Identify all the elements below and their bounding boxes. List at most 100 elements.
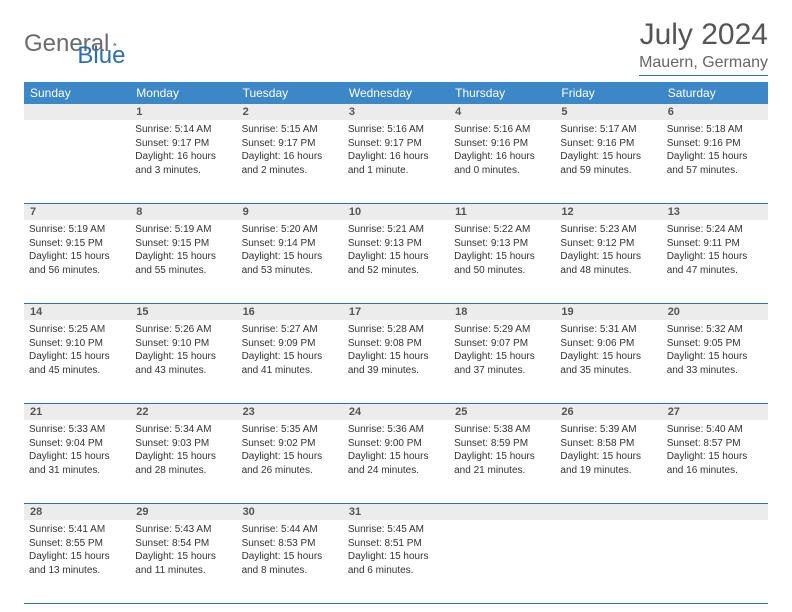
day-number bbox=[662, 504, 768, 520]
sunrise-line: Sunrise: 5:25 AM bbox=[29, 323, 125, 337]
sunrise-line: Sunrise: 5:16 AM bbox=[454, 123, 550, 137]
daylight-line: Daylight: 15 hours and 33 minutes. bbox=[667, 350, 763, 377]
daylight-line: Daylight: 15 hours and 41 minutes. bbox=[242, 350, 338, 377]
weekday-friday: Friday bbox=[555, 82, 661, 104]
daylight-line: Daylight: 15 hours and 39 minutes. bbox=[348, 350, 444, 377]
day-number: 1 bbox=[130, 104, 236, 120]
day-number: 7 bbox=[24, 204, 130, 220]
day-number: 29 bbox=[130, 504, 236, 520]
day-number: 10 bbox=[343, 204, 449, 220]
sunrise-line: Sunrise: 5:19 AM bbox=[29, 223, 125, 237]
daylight-line: Daylight: 15 hours and 50 minutes. bbox=[454, 250, 550, 277]
sunrise-line: Sunrise: 5:20 AM bbox=[242, 223, 338, 237]
daylight-line: Daylight: 15 hours and 45 minutes. bbox=[29, 350, 125, 377]
day-number: 19 bbox=[555, 304, 661, 320]
sunset-line: Sunset: 8:58 PM bbox=[560, 437, 656, 451]
calendar: SundayMondayTuesdayWednesdayThursdayFrid… bbox=[24, 82, 768, 604]
daylight-line: Daylight: 15 hours and 53 minutes. bbox=[242, 250, 338, 277]
day-number: 16 bbox=[237, 304, 343, 320]
daylight-line: Daylight: 15 hours and 13 minutes. bbox=[29, 550, 125, 577]
sunrise-line: Sunrise: 5:15 AM bbox=[242, 123, 338, 137]
day-cell: Sunrise: 5:33 AMSunset: 9:04 PMDaylight:… bbox=[24, 420, 130, 503]
day-number: 12 bbox=[555, 204, 661, 220]
day-cell: Sunrise: 5:32 AMSunset: 9:05 PMDaylight:… bbox=[662, 320, 768, 403]
sunrise-line: Sunrise: 5:33 AM bbox=[29, 423, 125, 437]
weekday-sunday: Sunday bbox=[24, 82, 130, 104]
day-cell: Sunrise: 5:21 AMSunset: 9:13 PMDaylight:… bbox=[343, 220, 449, 303]
weekday-wednesday: Wednesday bbox=[343, 82, 449, 104]
week-row: Sunrise: 5:25 AMSunset: 9:10 PMDaylight:… bbox=[24, 320, 768, 404]
daylight-line: Daylight: 15 hours and 56 minutes. bbox=[29, 250, 125, 277]
day-number: 22 bbox=[130, 404, 236, 420]
sunset-line: Sunset: 9:15 PM bbox=[135, 237, 231, 251]
day-cell: Sunrise: 5:14 AMSunset: 9:17 PMDaylight:… bbox=[130, 120, 236, 203]
day-cell: Sunrise: 5:36 AMSunset: 9:00 PMDaylight:… bbox=[343, 420, 449, 503]
day-cell: Sunrise: 5:23 AMSunset: 9:12 PMDaylight:… bbox=[555, 220, 661, 303]
sunrise-line: Sunrise: 5:36 AM bbox=[348, 423, 444, 437]
day-number: 11 bbox=[449, 204, 555, 220]
daylight-line: Daylight: 15 hours and 35 minutes. bbox=[560, 350, 656, 377]
day-number: 2 bbox=[237, 104, 343, 120]
sunset-line: Sunset: 9:07 PM bbox=[454, 337, 550, 351]
daynum-row: 78910111213 bbox=[24, 204, 768, 220]
week-row: Sunrise: 5:41 AMSunset: 8:55 PMDaylight:… bbox=[24, 520, 768, 604]
weekday-thursday: Thursday bbox=[449, 82, 555, 104]
daylight-line: Daylight: 15 hours and 26 minutes. bbox=[242, 450, 338, 477]
daylight-line: Daylight: 15 hours and 47 minutes. bbox=[667, 250, 763, 277]
logo-text-2: Blue bbox=[77, 42, 125, 70]
day-cell: Sunrise: 5:43 AMSunset: 8:54 PMDaylight:… bbox=[130, 520, 236, 603]
logo: General Blue bbox=[24, 18, 125, 70]
daynum-row: 28293031 bbox=[24, 504, 768, 520]
day-cell: Sunrise: 5:22 AMSunset: 9:13 PMDaylight:… bbox=[449, 220, 555, 303]
title-block: July 2024 Mauern, Germany bbox=[639, 18, 768, 76]
day-number: 6 bbox=[662, 104, 768, 120]
daylight-line: Daylight: 15 hours and 52 minutes. bbox=[348, 250, 444, 277]
day-cell: Sunrise: 5:28 AMSunset: 9:08 PMDaylight:… bbox=[343, 320, 449, 403]
day-cell: Sunrise: 5:44 AMSunset: 8:53 PMDaylight:… bbox=[237, 520, 343, 603]
daylight-line: Daylight: 15 hours and 55 minutes. bbox=[135, 250, 231, 277]
daylight-line: Daylight: 15 hours and 57 minutes. bbox=[667, 150, 763, 177]
day-number: 28 bbox=[24, 504, 130, 520]
day-number: 17 bbox=[343, 304, 449, 320]
sunset-line: Sunset: 9:02 PM bbox=[242, 437, 338, 451]
sunset-line: Sunset: 9:09 PM bbox=[242, 337, 338, 351]
daylight-line: Daylight: 15 hours and 37 minutes. bbox=[454, 350, 550, 377]
sunset-line: Sunset: 8:55 PM bbox=[29, 537, 125, 551]
day-cell: Sunrise: 5:20 AMSunset: 9:14 PMDaylight:… bbox=[237, 220, 343, 303]
sunset-line: Sunset: 8:59 PM bbox=[454, 437, 550, 451]
day-cell: Sunrise: 5:27 AMSunset: 9:09 PMDaylight:… bbox=[237, 320, 343, 403]
sunset-line: Sunset: 9:13 PM bbox=[454, 237, 550, 251]
week-row: Sunrise: 5:19 AMSunset: 9:15 PMDaylight:… bbox=[24, 220, 768, 304]
daynum-row: 123456 bbox=[24, 104, 768, 120]
daylight-line: Daylight: 16 hours and 2 minutes. bbox=[242, 150, 338, 177]
day-cell: Sunrise: 5:26 AMSunset: 9:10 PMDaylight:… bbox=[130, 320, 236, 403]
daylight-line: Daylight: 15 hours and 43 minutes. bbox=[135, 350, 231, 377]
sunrise-line: Sunrise: 5:32 AM bbox=[667, 323, 763, 337]
day-cell: Sunrise: 5:16 AMSunset: 9:17 PMDaylight:… bbox=[343, 120, 449, 203]
day-cell: Sunrise: 5:39 AMSunset: 8:58 PMDaylight:… bbox=[555, 420, 661, 503]
sunset-line: Sunset: 9:17 PM bbox=[135, 137, 231, 151]
sunrise-line: Sunrise: 5:21 AM bbox=[348, 223, 444, 237]
daynum-row: 21222324252627 bbox=[24, 404, 768, 420]
day-number: 13 bbox=[662, 204, 768, 220]
sunset-line: Sunset: 9:13 PM bbox=[348, 237, 444, 251]
sunset-line: Sunset: 8:57 PM bbox=[667, 437, 763, 451]
sunrise-line: Sunrise: 5:38 AM bbox=[454, 423, 550, 437]
sunset-line: Sunset: 9:06 PM bbox=[560, 337, 656, 351]
day-cell: Sunrise: 5:40 AMSunset: 8:57 PMDaylight:… bbox=[662, 420, 768, 503]
weekday-header: SundayMondayTuesdayWednesdayThursdayFrid… bbox=[24, 82, 768, 104]
day-number: 18 bbox=[449, 304, 555, 320]
day-cell: Sunrise: 5:16 AMSunset: 9:16 PMDaylight:… bbox=[449, 120, 555, 203]
day-number: 27 bbox=[662, 404, 768, 420]
sunrise-line: Sunrise: 5:24 AM bbox=[667, 223, 763, 237]
day-number: 31 bbox=[343, 504, 449, 520]
day-number: 25 bbox=[449, 404, 555, 420]
weekday-monday: Monday bbox=[130, 82, 236, 104]
day-number: 23 bbox=[237, 404, 343, 420]
day-number: 5 bbox=[555, 104, 661, 120]
day-number: 15 bbox=[130, 304, 236, 320]
day-cell bbox=[449, 520, 555, 603]
day-cell: Sunrise: 5:19 AMSunset: 9:15 PMDaylight:… bbox=[24, 220, 130, 303]
daylight-line: Daylight: 15 hours and 31 minutes. bbox=[29, 450, 125, 477]
sunrise-line: Sunrise: 5:34 AM bbox=[135, 423, 231, 437]
